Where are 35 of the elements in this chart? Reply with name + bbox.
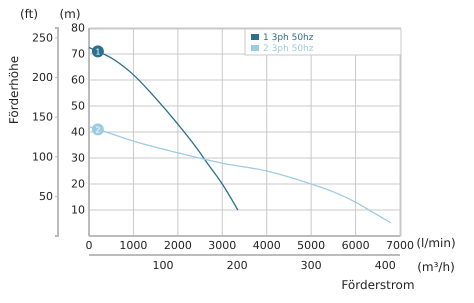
- y2-tick-label: 100: [32, 150, 53, 164]
- y-tick-label: 40: [71, 126, 85, 139]
- annotation: 2: [95, 125, 100, 134]
- x-axis-title: Förderstrom: [341, 278, 415, 292]
- x2-tick-label: 100: [152, 258, 174, 272]
- text: (m): [59, 7, 81, 21]
- x-tick-label: 3000: [208, 238, 236, 252]
- y-tick-label: 30: [71, 152, 85, 165]
- x2-tick-label: 200: [226, 258, 248, 272]
- x2-tick-label: 300: [300, 258, 322, 272]
- y2-tick-label: 250: [32, 31, 53, 44]
- y-tick-label: 10: [71, 204, 85, 217]
- legend-label: 1 3ph 50hz: [263, 33, 314, 43]
- y-tick-label: 50: [71, 100, 85, 113]
- y2-tick-label: 50: [39, 190, 53, 203]
- y-tick-label: 20: [71, 178, 85, 191]
- text: (l/min): [416, 236, 456, 250]
- x2-tick-label: 400: [374, 258, 396, 272]
- text: (ft): [20, 7, 38, 21]
- x-tick-label: 6000: [342, 238, 370, 252]
- x-tick-label: 5000: [297, 238, 326, 252]
- annotation: 1: [95, 47, 100, 56]
- y2-axis-title: Förderhöhe: [7, 56, 21, 124]
- y-tick-label: 60: [71, 74, 85, 87]
- y2-tick-label: 150: [32, 110, 53, 124]
- legend-label: 2 3ph 50hz: [263, 44, 314, 54]
- text: (m³/h): [417, 260, 455, 274]
- x-tick-label: 4000: [252, 238, 281, 252]
- y-tick-label: 70: [71, 48, 85, 61]
- x-tick-label: 7000: [386, 238, 414, 252]
- y2-tick-label: 200: [32, 71, 53, 84]
- x-tick-label: 0: [86, 238, 92, 252]
- x-tick-label: 1000: [119, 238, 148, 252]
- x-tick-label: 2000: [164, 238, 192, 252]
- y-tick-label: 80: [71, 22, 85, 35]
